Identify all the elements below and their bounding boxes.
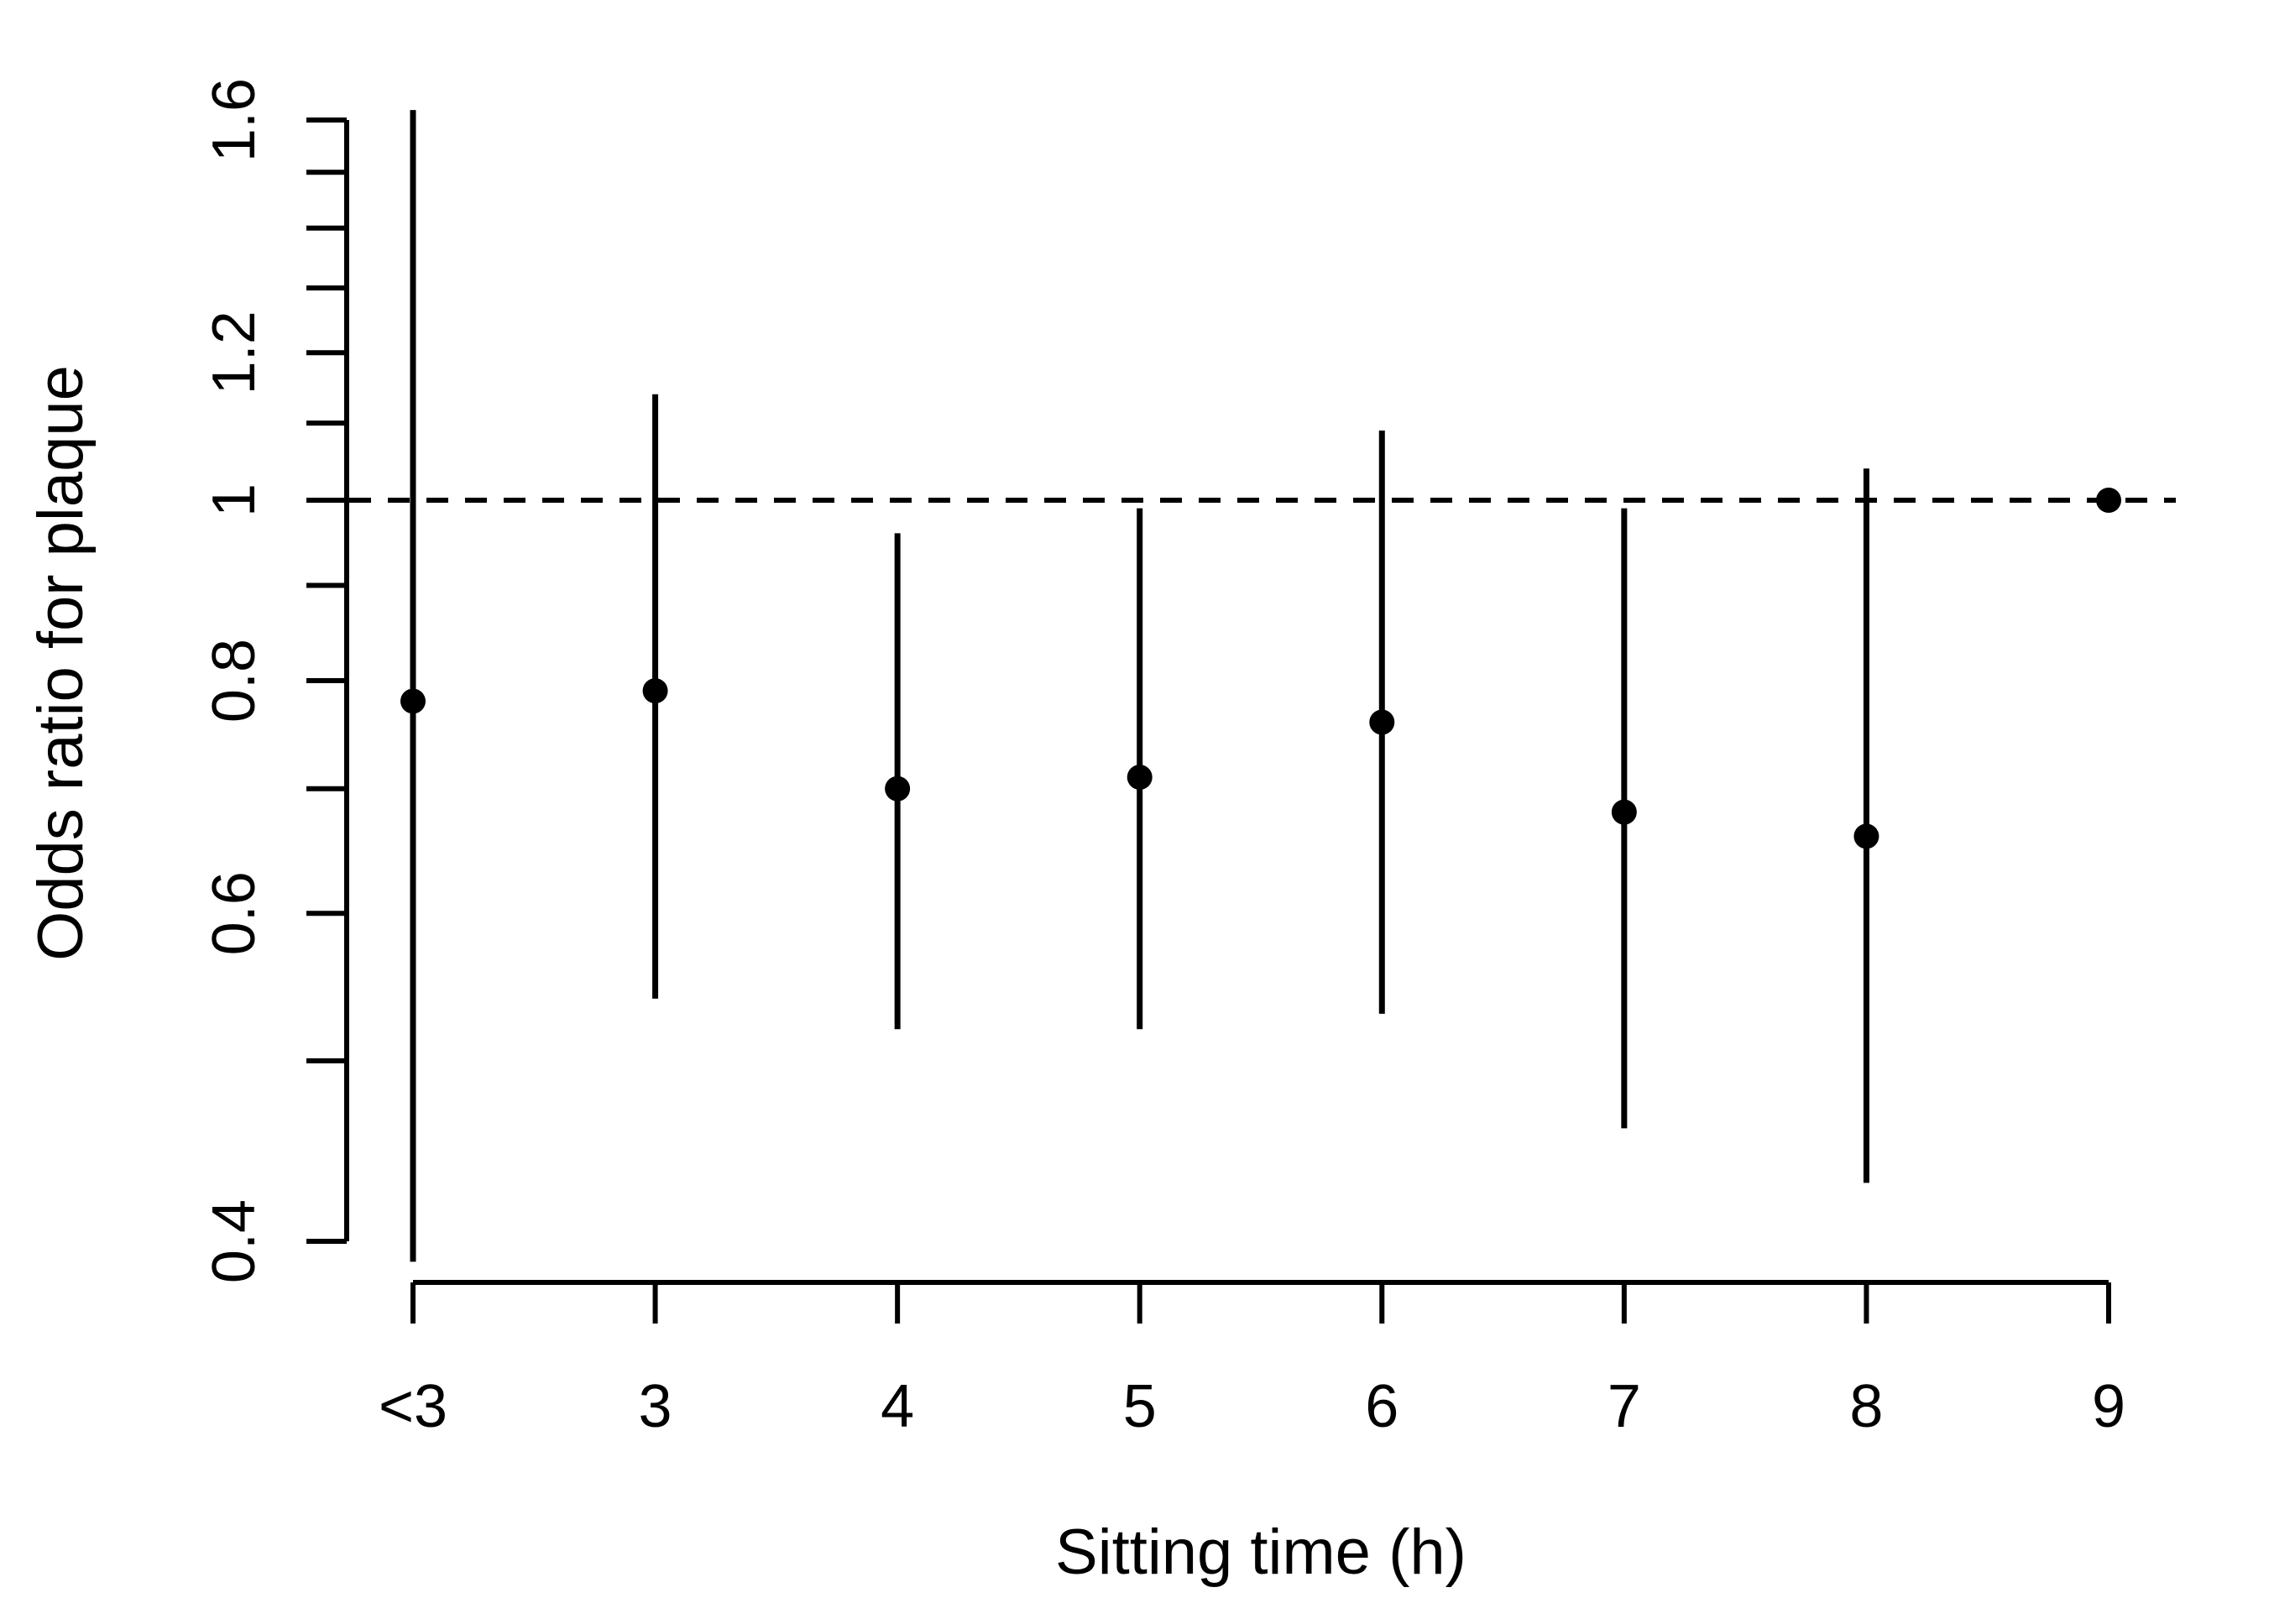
x-tick-label: 4 bbox=[881, 1373, 914, 1440]
x-tick-label: 9 bbox=[2092, 1373, 2125, 1440]
x-tick-label: 3 bbox=[639, 1373, 672, 1440]
point-5 bbox=[1127, 765, 1153, 791]
x-tick-label: 8 bbox=[1849, 1373, 1883, 1440]
y-tick-label: 0.6 bbox=[201, 871, 268, 955]
point-3 bbox=[642, 678, 668, 704]
x-axis-title: Sitting time (h) bbox=[1055, 1517, 1466, 1588]
y-axis-title: Odds ratio for plaque bbox=[25, 365, 97, 961]
y-tick-label: 0.4 bbox=[201, 1199, 268, 1283]
axes-layer: 0.4 0.6 0.8 1 1.2 1.6 <3 3 4 5 6 7 8 9 bbox=[201, 78, 2125, 1440]
point-8 bbox=[1853, 823, 1879, 849]
point-6 bbox=[1369, 709, 1395, 735]
point-9 bbox=[2096, 488, 2121, 513]
y-tick-label: 0.8 bbox=[201, 639, 268, 723]
y-tick-label: 1 bbox=[201, 483, 268, 517]
y-tick-label: 1.6 bbox=[201, 78, 268, 162]
point-7 bbox=[1611, 799, 1637, 825]
x-tick-label: 6 bbox=[1365, 1373, 1398, 1440]
x-tick-label: <3 bbox=[379, 1373, 447, 1440]
point-<3 bbox=[400, 688, 426, 714]
x-tick-label: 7 bbox=[1608, 1373, 1641, 1440]
point-4 bbox=[885, 775, 911, 802]
y-tick-label: 1.2 bbox=[201, 311, 268, 394]
x-tick-label: 5 bbox=[1123, 1373, 1157, 1440]
data-layer bbox=[400, 110, 2121, 1262]
